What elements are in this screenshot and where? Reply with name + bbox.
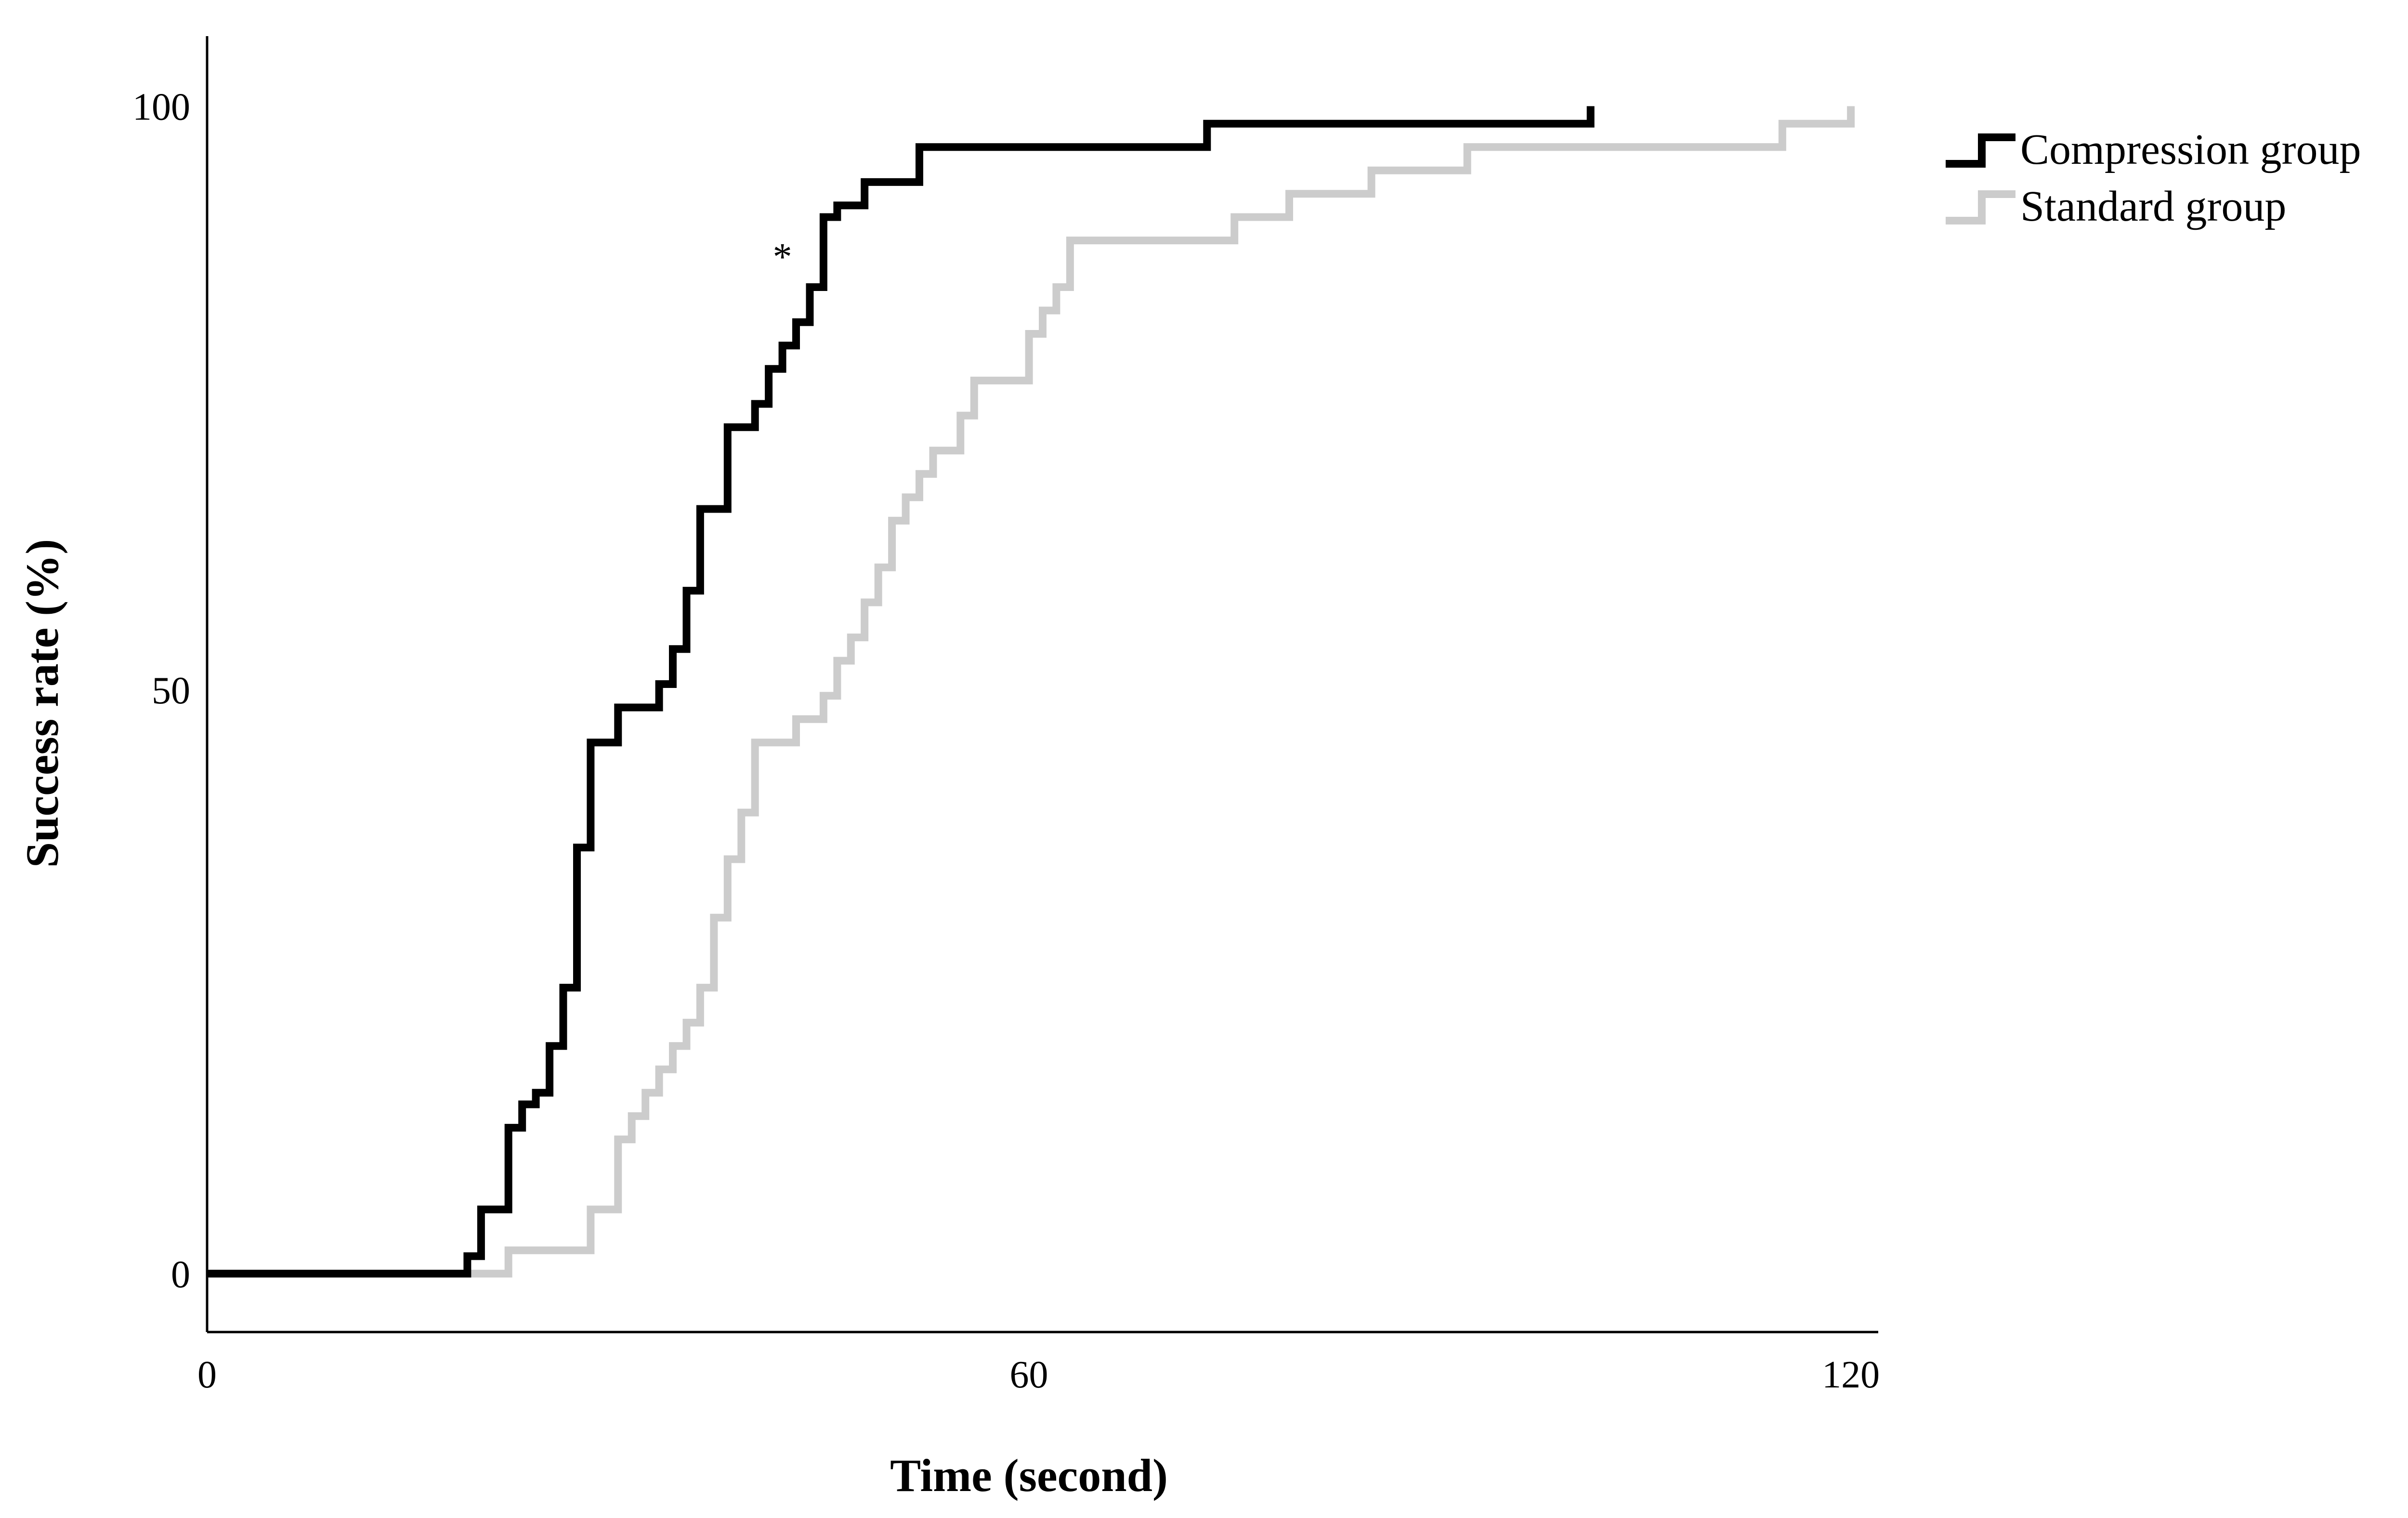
y-tick-label: 50	[152, 670, 190, 712]
legend-swatch	[1946, 133, 2015, 168]
legend-label: Compression group	[2020, 126, 2361, 173]
y-tick-label: 100	[132, 86, 190, 128]
legend: Compression group Standard group	[1946, 126, 2361, 230]
axes	[206, 36, 1878, 1333]
significance-marker: *	[773, 236, 792, 278]
series-lines	[207, 106, 1855, 1278]
series-line-0	[207, 106, 1595, 1278]
legend-swatch	[1946, 190, 2015, 224]
y-axis-title: Success rate (%)	[16, 539, 68, 868]
legend-label: Standard group	[2020, 183, 2286, 230]
x-tick-label: 0	[197, 1354, 217, 1396]
labels: 0 60 120 0 50 100 Time (second) Success rate (%…	[16, 86, 1880, 1501]
x-axis-title: Time (second)	[890, 1450, 1168, 1501]
series-line-1	[207, 106, 1855, 1278]
x-tick-label: 120	[1822, 1354, 1880, 1396]
y-tick-label: 0	[171, 1254, 190, 1296]
x-tick-label: 60	[1010, 1354, 1048, 1396]
